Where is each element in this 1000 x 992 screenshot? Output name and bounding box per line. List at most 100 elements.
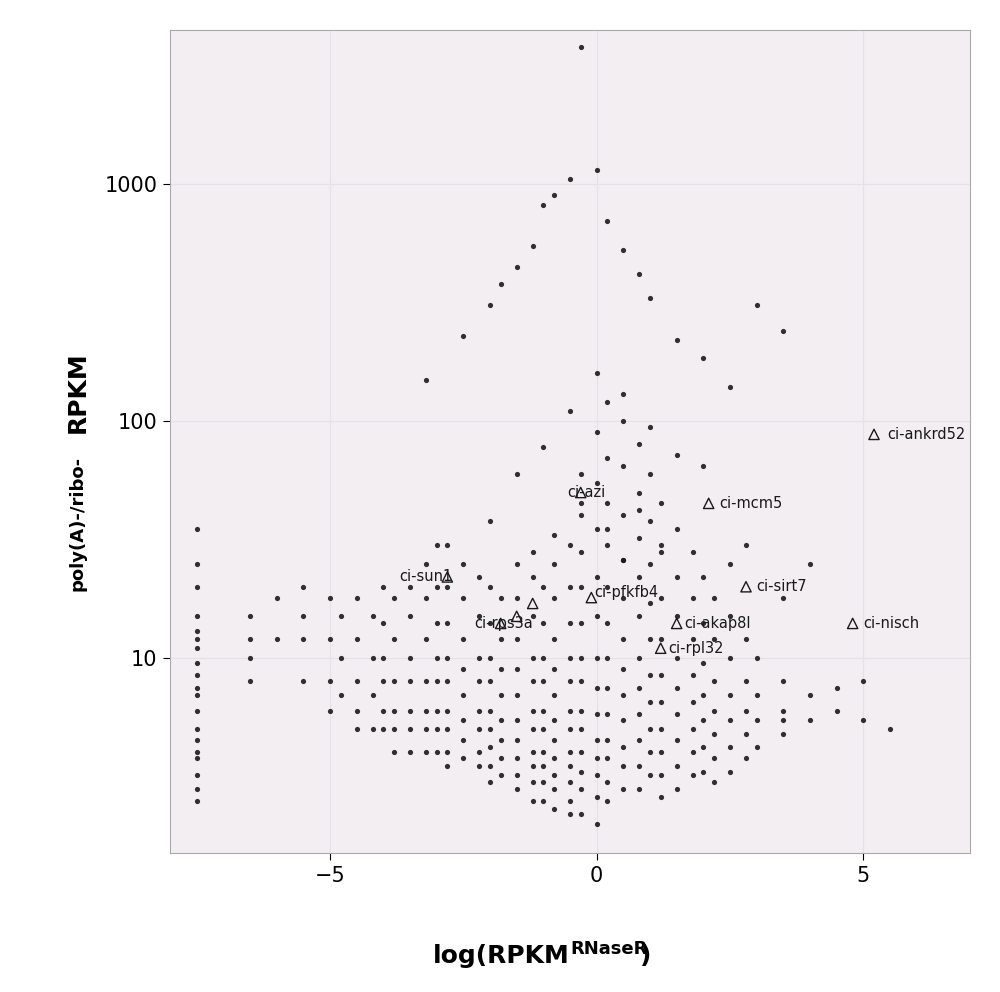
Point	[535, 702, 551, 718]
Point	[562, 758, 578, 774]
Point	[439, 744, 455, 760]
Point	[418, 744, 434, 760]
Point	[573, 578, 589, 594]
Point	[589, 706, 605, 722]
Point	[525, 758, 541, 774]
Point	[455, 686, 471, 702]
Point	[386, 721, 402, 737]
Point	[573, 764, 589, 780]
Point	[525, 650, 541, 666]
Point	[295, 608, 311, 624]
Point	[525, 608, 541, 624]
Point	[562, 404, 578, 420]
Point	[455, 750, 471, 766]
Point	[573, 806, 589, 821]
Point	[653, 767, 669, 783]
Point	[439, 537, 455, 553]
Point	[365, 721, 381, 737]
Point	[525, 721, 541, 737]
Point	[386, 702, 402, 718]
Point	[418, 721, 434, 737]
Point	[471, 569, 487, 585]
Point	[525, 744, 541, 760]
Point	[631, 266, 647, 282]
Point	[562, 537, 578, 553]
Point	[322, 673, 338, 688]
Point	[642, 667, 658, 682]
Point	[599, 521, 615, 537]
Point	[429, 702, 445, 718]
Point	[418, 631, 434, 647]
Point	[749, 297, 765, 312]
Point	[189, 680, 205, 695]
Text: ci-sun1: ci-sun1	[399, 569, 453, 584]
Point	[429, 578, 445, 594]
Text: ci-nisch: ci-nisch	[863, 616, 919, 631]
Point	[189, 656, 205, 672]
Point	[429, 650, 445, 666]
Point	[642, 767, 658, 783]
Point	[642, 291, 658, 307]
Point	[535, 196, 551, 212]
Point	[546, 556, 562, 571]
Point	[583, 589, 599, 605]
Point	[562, 673, 578, 688]
Point	[615, 552, 631, 567]
Point	[242, 608, 258, 624]
Point	[322, 702, 338, 718]
Point	[642, 631, 658, 647]
Point	[546, 589, 562, 605]
Point	[525, 793, 541, 808]
Point	[455, 711, 471, 727]
Point	[599, 578, 615, 594]
Point	[599, 774, 615, 790]
Point	[706, 702, 722, 718]
Point	[562, 650, 578, 666]
Point	[189, 793, 205, 808]
Point	[589, 750, 605, 766]
Point	[402, 673, 418, 688]
Point	[589, 425, 605, 440]
Point	[599, 680, 615, 695]
Point	[599, 213, 615, 229]
Point	[333, 686, 349, 702]
Point	[589, 815, 605, 831]
Point	[749, 739, 765, 755]
Point	[471, 673, 487, 688]
Point	[535, 578, 551, 594]
Point	[573, 744, 589, 760]
Point	[562, 774, 578, 790]
Point	[589, 732, 605, 748]
Point	[722, 379, 738, 395]
Point	[189, 686, 205, 702]
Point	[599, 732, 615, 748]
Point	[535, 758, 551, 774]
Point	[509, 608, 525, 624]
Point	[471, 744, 487, 760]
Point	[365, 608, 381, 624]
Point	[429, 721, 445, 737]
Point	[615, 242, 631, 258]
Point	[722, 686, 738, 702]
Point	[375, 650, 391, 666]
Point	[189, 640, 205, 656]
Text: log(RPKM: log(RPKM	[433, 943, 570, 967]
Point	[562, 702, 578, 718]
Point	[589, 767, 605, 783]
Point	[855, 711, 871, 727]
Point	[695, 739, 711, 755]
Point	[455, 327, 471, 343]
Point	[439, 721, 455, 737]
Point	[802, 711, 818, 727]
Point	[866, 427, 882, 442]
Point	[653, 537, 669, 553]
Point	[573, 466, 589, 482]
Point	[525, 702, 541, 718]
Point	[685, 667, 701, 682]
Point	[615, 457, 631, 473]
Point	[685, 589, 701, 605]
Point	[493, 276, 509, 292]
Point	[482, 297, 498, 312]
Point	[482, 578, 498, 594]
Point	[829, 702, 845, 718]
